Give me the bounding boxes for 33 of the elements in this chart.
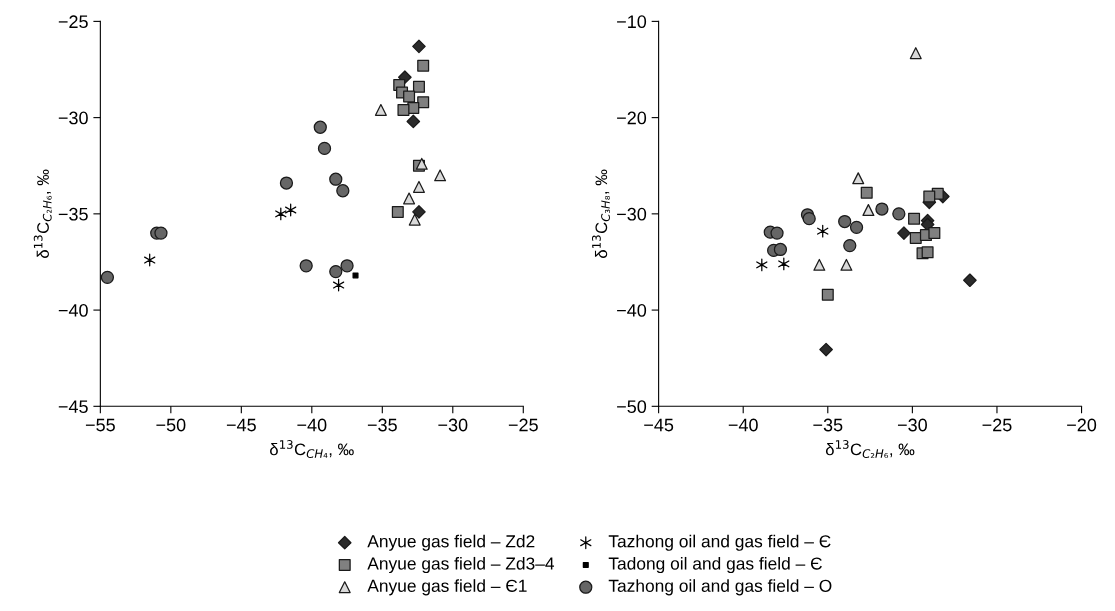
y-tick-label: −30 [58, 111, 88, 125]
x-tick-label: −25 [982, 418, 1012, 432]
x-tick-label: −45 [644, 418, 674, 432]
x-tick-label: −35 [367, 418, 397, 432]
legend-label: Tadong oil and gas field – Є [608, 556, 822, 574]
x-tick-label: −50 [156, 418, 186, 432]
x-tick-label: −20 [1067, 418, 1097, 432]
x-axis-title: δ$^{13}$C$_{CH₄}$, ‰ [270, 440, 354, 458]
y-axis-title: δ$^{13}$C$_{C₃H₈}$, ‰ [592, 169, 610, 258]
legend-label: Tazhong oil and gas field – O [608, 579, 832, 596]
y-axis-title: δ$^{13}$C$_{C₂H₆}$, ‰ [33, 169, 52, 258]
x-tick-label: −45 [226, 418, 256, 432]
x-tick-label: −30 [897, 418, 927, 432]
y-tick-label: −50 [617, 400, 647, 414]
y-tick-label: −20 [617, 111, 647, 125]
y-tick-label: −45 [58, 400, 88, 414]
x-tick-label: −25 [508, 418, 538, 432]
y-tick-label: −35 [58, 207, 88, 221]
x-axis-title: δ$^{13}$C$_{C₂H₆}$, ‰ [825, 440, 915, 458]
y-tick-label: −40 [58, 304, 88, 317]
x-tick-label: −55 [85, 418, 115, 432]
x-tick-label: −30 [438, 418, 468, 432]
legend-label: Anyue gas field – Є1 [367, 579, 527, 596]
x-tick-label: −40 [297, 418, 327, 432]
x-tick-label: −35 [813, 418, 843, 432]
y-tick-label: −40 [617, 304, 647, 317]
y-tick-label: −30 [617, 207, 647, 221]
legend-label: Anyue gas field – Zd2 [367, 534, 535, 551]
x-tick-label: −40 [728, 418, 758, 432]
y-tick-label: −25 [58, 15, 88, 29]
y-tick-label: −10 [617, 15, 647, 29]
legend-label: Anyue gas field – Zd3–4 [367, 556, 555, 574]
legend-label: Tazhong oil and gas field – Є [608, 534, 831, 551]
